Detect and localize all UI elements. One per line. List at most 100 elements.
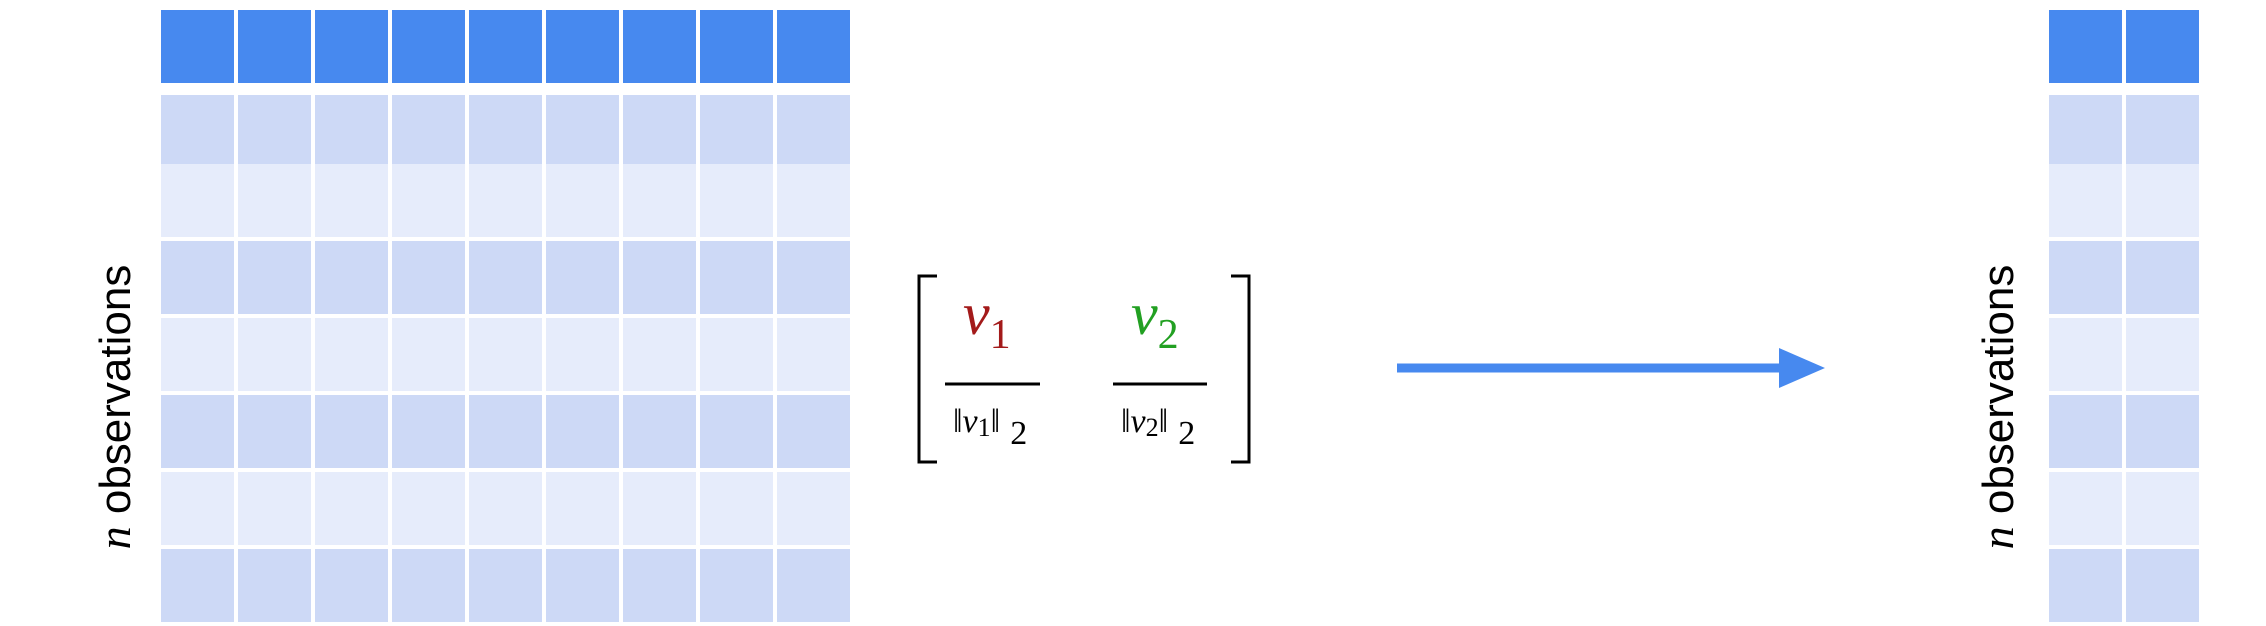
left-matrix-body-cell — [700, 318, 773, 391]
right-matrix-header-cell — [2126, 10, 2199, 83]
right-observations-label: n observations — [1968, 197, 2028, 617]
left-matrix-body-cell — [700, 395, 773, 468]
left-data-matrix — [161, 10, 850, 622]
left-matrix-body-cell — [546, 549, 619, 622]
left-matrix-body-cell — [777, 318, 850, 391]
left-matrix-body-cell — [623, 549, 696, 622]
left-matrix-body-cell — [623, 395, 696, 468]
right-matrix-body-cell — [2049, 472, 2122, 545]
left-matrix-body-cell — [469, 472, 542, 545]
left-matrix-body-cell — [777, 95, 850, 168]
left-matrix-body-cell — [315, 549, 388, 622]
left-matrix-header-cell — [777, 10, 850, 83]
left-matrix-body-cell — [700, 241, 773, 314]
left-matrix-body-cell — [777, 241, 850, 314]
left-matrix-body-cell — [392, 395, 465, 468]
left-matrix-header-cell — [469, 10, 542, 83]
left-matrix-body-cell — [238, 395, 311, 468]
normalized-vectors-svg: v1 ‖v1‖ 2 v2 ‖v2‖ 2 — [917, 274, 1251, 464]
right-matrix-header-cell — [2049, 10, 2122, 83]
v2-denominator: ‖v2‖ 2 — [1121, 403, 1195, 452]
left-matrix-body-cell — [700, 472, 773, 545]
left-matrix-body-cell — [546, 95, 619, 168]
left-matrix-body-cell — [238, 164, 311, 237]
left-observations-label: n observations — [85, 197, 145, 617]
left-matrix-body-cell — [469, 318, 542, 391]
v1-numerator: v1 — [963, 281, 1011, 358]
left-matrix-body-cell — [238, 241, 311, 314]
left-matrix-body-cell — [161, 95, 234, 168]
right-matrix-body-cell — [2049, 164, 2122, 237]
left-matrix-body-cell — [238, 472, 311, 545]
left-bracket — [917, 274, 937, 464]
left-matrix-body-cell — [623, 164, 696, 237]
left-matrix-body-cell — [700, 164, 773, 237]
right-label-var: n — [1972, 526, 2023, 550]
left-matrix-body-cell — [700, 95, 773, 168]
right-label-text: observations — [1974, 264, 2023, 527]
left-matrix-body-cell — [777, 395, 850, 468]
left-matrix-body-cell — [392, 164, 465, 237]
left-matrix-header-cell — [315, 10, 388, 83]
right-data-matrix — [2049, 10, 2199, 622]
left-matrix-body-cell — [161, 549, 234, 622]
transform-arrow — [1397, 348, 1825, 388]
right-matrix-body-cell — [2126, 549, 2199, 622]
left-matrix-body-cell — [469, 241, 542, 314]
left-matrix-body-cell — [315, 395, 388, 468]
left-matrix-body-cell — [777, 472, 850, 545]
left-matrix-body-cell — [469, 164, 542, 237]
left-matrix-body-cell — [392, 95, 465, 168]
right-matrix-body-cell — [2126, 164, 2199, 237]
normalized-vectors: v1 ‖v1‖ 2 v2 ‖v2‖ 2 — [915, 272, 1255, 470]
left-matrix-body-cell — [546, 395, 619, 468]
right-matrix-body-cell — [2049, 549, 2122, 622]
left-matrix-body-cell — [161, 318, 234, 391]
left-matrix-body-cell — [238, 318, 311, 391]
left-matrix-body-cell — [469, 395, 542, 468]
left-matrix-body-cell — [623, 95, 696, 168]
arrow-head — [1779, 348, 1825, 388]
v2-numerator: v2 — [1131, 281, 1179, 358]
left-matrix-body-cell — [469, 549, 542, 622]
right-bracket — [1231, 274, 1251, 464]
left-matrix-body-cell — [777, 549, 850, 622]
left-matrix-body-cell — [777, 164, 850, 237]
right-matrix-body-cell — [2126, 395, 2199, 468]
left-matrix-body-cell — [392, 241, 465, 314]
right-matrix-body-cell — [2126, 95, 2199, 168]
left-matrix-body-cell — [161, 164, 234, 237]
left-matrix-body-cell — [161, 395, 234, 468]
right-matrix-body-cell — [2049, 241, 2122, 314]
left-label-text: observations — [91, 264, 140, 527]
right-matrix-body-cell — [2049, 395, 2122, 468]
right-matrix-body-cell — [2126, 472, 2199, 545]
left-matrix-body-cell — [161, 241, 234, 314]
left-matrix-body-cell — [392, 549, 465, 622]
right-matrix-body-cell — [2049, 95, 2122, 168]
left-matrix-body-cell — [623, 241, 696, 314]
left-matrix-header-cell — [392, 10, 465, 83]
left-matrix-body-cell — [238, 549, 311, 622]
right-matrix-body-cell — [2126, 318, 2199, 391]
v1-denominator: ‖v1‖ 2 — [953, 403, 1027, 452]
left-matrix-body-cell — [392, 318, 465, 391]
left-matrix-body-cell — [315, 164, 388, 237]
left-matrix-body-cell — [315, 95, 388, 168]
left-matrix-body-cell — [315, 318, 388, 391]
left-matrix-header-cell — [546, 10, 619, 83]
left-matrix-header-cell — [700, 10, 773, 83]
left-matrix-body-cell — [161, 472, 234, 545]
left-matrix-header-cell — [238, 10, 311, 83]
left-matrix-body-cell — [623, 318, 696, 391]
left-matrix-body-cell — [315, 472, 388, 545]
left-matrix-body-cell — [700, 549, 773, 622]
left-matrix-body-cell — [546, 318, 619, 391]
left-matrix-body-cell — [623, 472, 696, 545]
left-matrix-body-cell — [392, 472, 465, 545]
left-matrix-header-cell — [623, 10, 696, 83]
left-matrix-header-cell — [161, 10, 234, 83]
left-matrix-body-cell — [546, 241, 619, 314]
right-matrix-body-cell — [2049, 318, 2122, 391]
